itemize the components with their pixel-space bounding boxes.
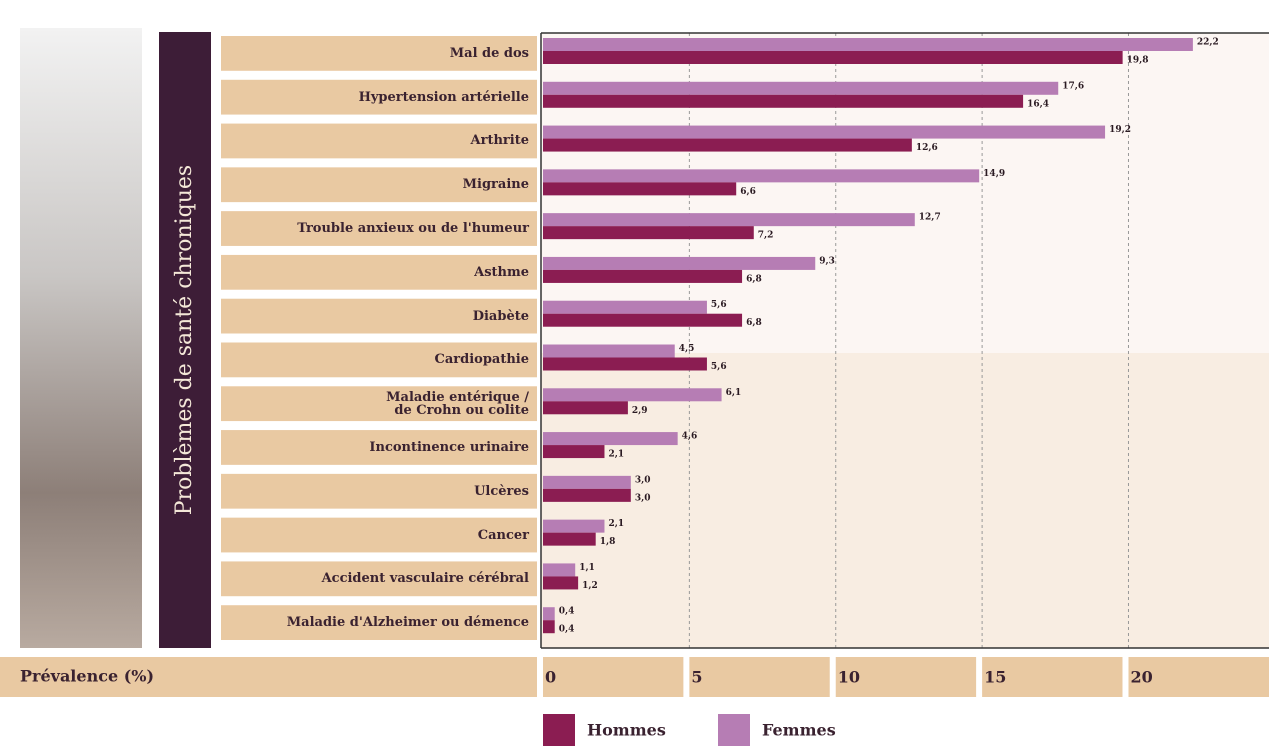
bar xyxy=(543,270,742,283)
tick-box xyxy=(543,657,683,697)
value-label: 2,9 xyxy=(632,406,648,416)
category-label: Cancer xyxy=(221,518,529,553)
value-label: 16,4 xyxy=(1027,99,1049,109)
category-label: Maladie d'Alzheimer ou démence xyxy=(221,605,529,640)
category-label: Cardiopathie xyxy=(221,343,529,378)
value-label: 1,8 xyxy=(600,537,616,547)
bar xyxy=(543,576,578,589)
category-label: Accident vasculaire cérébral xyxy=(221,561,529,596)
bar xyxy=(543,533,596,546)
bar xyxy=(543,358,707,371)
value-label: 4,6 xyxy=(682,432,698,442)
bar xyxy=(543,213,915,226)
value-label: 2,1 xyxy=(608,519,624,529)
value-label: 19,2 xyxy=(1109,125,1131,135)
value-label: 6,8 xyxy=(746,318,762,328)
value-label: 2,1 xyxy=(608,450,624,460)
value-label: 12,6 xyxy=(916,143,938,153)
legend-swatch xyxy=(718,714,750,746)
category-label: Asthme xyxy=(221,255,529,290)
bar xyxy=(543,257,815,270)
bar xyxy=(543,226,754,239)
x-tick-label: 10 xyxy=(838,668,860,687)
bar xyxy=(543,345,675,358)
x-tick-label: 15 xyxy=(984,668,1006,687)
bar xyxy=(543,476,631,489)
legend-swatch xyxy=(543,714,575,746)
category-label: Incontinence urinaire xyxy=(221,430,529,465)
category-label: Mal de dos xyxy=(221,36,529,71)
legend-label: Femmes xyxy=(762,721,836,740)
value-label: 9,3 xyxy=(819,256,835,266)
bar xyxy=(543,82,1058,95)
chart: Problèmes de santé chroniques Prévalence… xyxy=(0,0,1269,753)
value-label: 6,8 xyxy=(746,274,762,284)
bar xyxy=(543,520,604,533)
page: Problèmes de santé chroniques Prévalence… xyxy=(0,0,1269,753)
bar xyxy=(543,169,979,182)
value-label: 17,6 xyxy=(1062,81,1084,91)
bar xyxy=(543,301,707,314)
bar xyxy=(543,563,575,576)
value-label: 0,4 xyxy=(559,625,575,635)
value-label: 5,6 xyxy=(711,362,727,372)
bar xyxy=(543,51,1123,64)
bar xyxy=(543,126,1105,139)
category-label: Hypertension artérielle xyxy=(221,80,529,115)
x-axis-title: Prévalence (%) xyxy=(20,667,154,686)
bar xyxy=(543,388,722,401)
category-label: Diabète xyxy=(221,299,529,334)
x-tick-label: 0 xyxy=(545,668,556,687)
value-label: 6,6 xyxy=(740,187,756,197)
bar xyxy=(543,401,628,414)
bar xyxy=(543,95,1023,108)
value-label: 22,2 xyxy=(1197,38,1219,48)
value-label: 12,7 xyxy=(919,213,941,223)
value-label: 4,5 xyxy=(679,344,695,354)
category-label: Ulcères xyxy=(221,474,529,509)
bar xyxy=(543,432,678,445)
value-label: 14,9 xyxy=(983,169,1005,179)
x-tick-label: 20 xyxy=(1130,668,1152,687)
value-label: 7,2 xyxy=(758,231,774,241)
value-label: 19,8 xyxy=(1127,56,1149,66)
bar xyxy=(543,607,555,620)
bar xyxy=(543,445,604,458)
value-label: 3,0 xyxy=(635,475,651,485)
category-label: Maladie entérique / de Crohn ou colite xyxy=(221,386,529,421)
category-label: Arthrite xyxy=(221,124,529,159)
bar xyxy=(543,182,736,195)
x-tick-label: 5 xyxy=(691,668,702,687)
y-axis-title: Problèmes de santé chroniques xyxy=(172,165,197,515)
legend-label: Hommes xyxy=(587,721,666,740)
value-label: 0,4 xyxy=(559,607,575,617)
tick-box xyxy=(689,657,829,697)
value-label: 1,2 xyxy=(582,581,598,591)
category-label: Migraine xyxy=(221,167,529,202)
category-label: Trouble anxieux ou de l'humeur xyxy=(221,211,529,246)
bar xyxy=(543,620,555,633)
photo xyxy=(20,28,142,648)
bar xyxy=(543,314,742,327)
bar xyxy=(543,38,1193,51)
value-label: 1,1 xyxy=(579,563,595,573)
value-label: 6,1 xyxy=(726,388,742,398)
bar xyxy=(543,139,912,152)
bar xyxy=(543,489,631,502)
value-label: 5,6 xyxy=(711,300,727,310)
value-label: 3,0 xyxy=(635,493,651,503)
